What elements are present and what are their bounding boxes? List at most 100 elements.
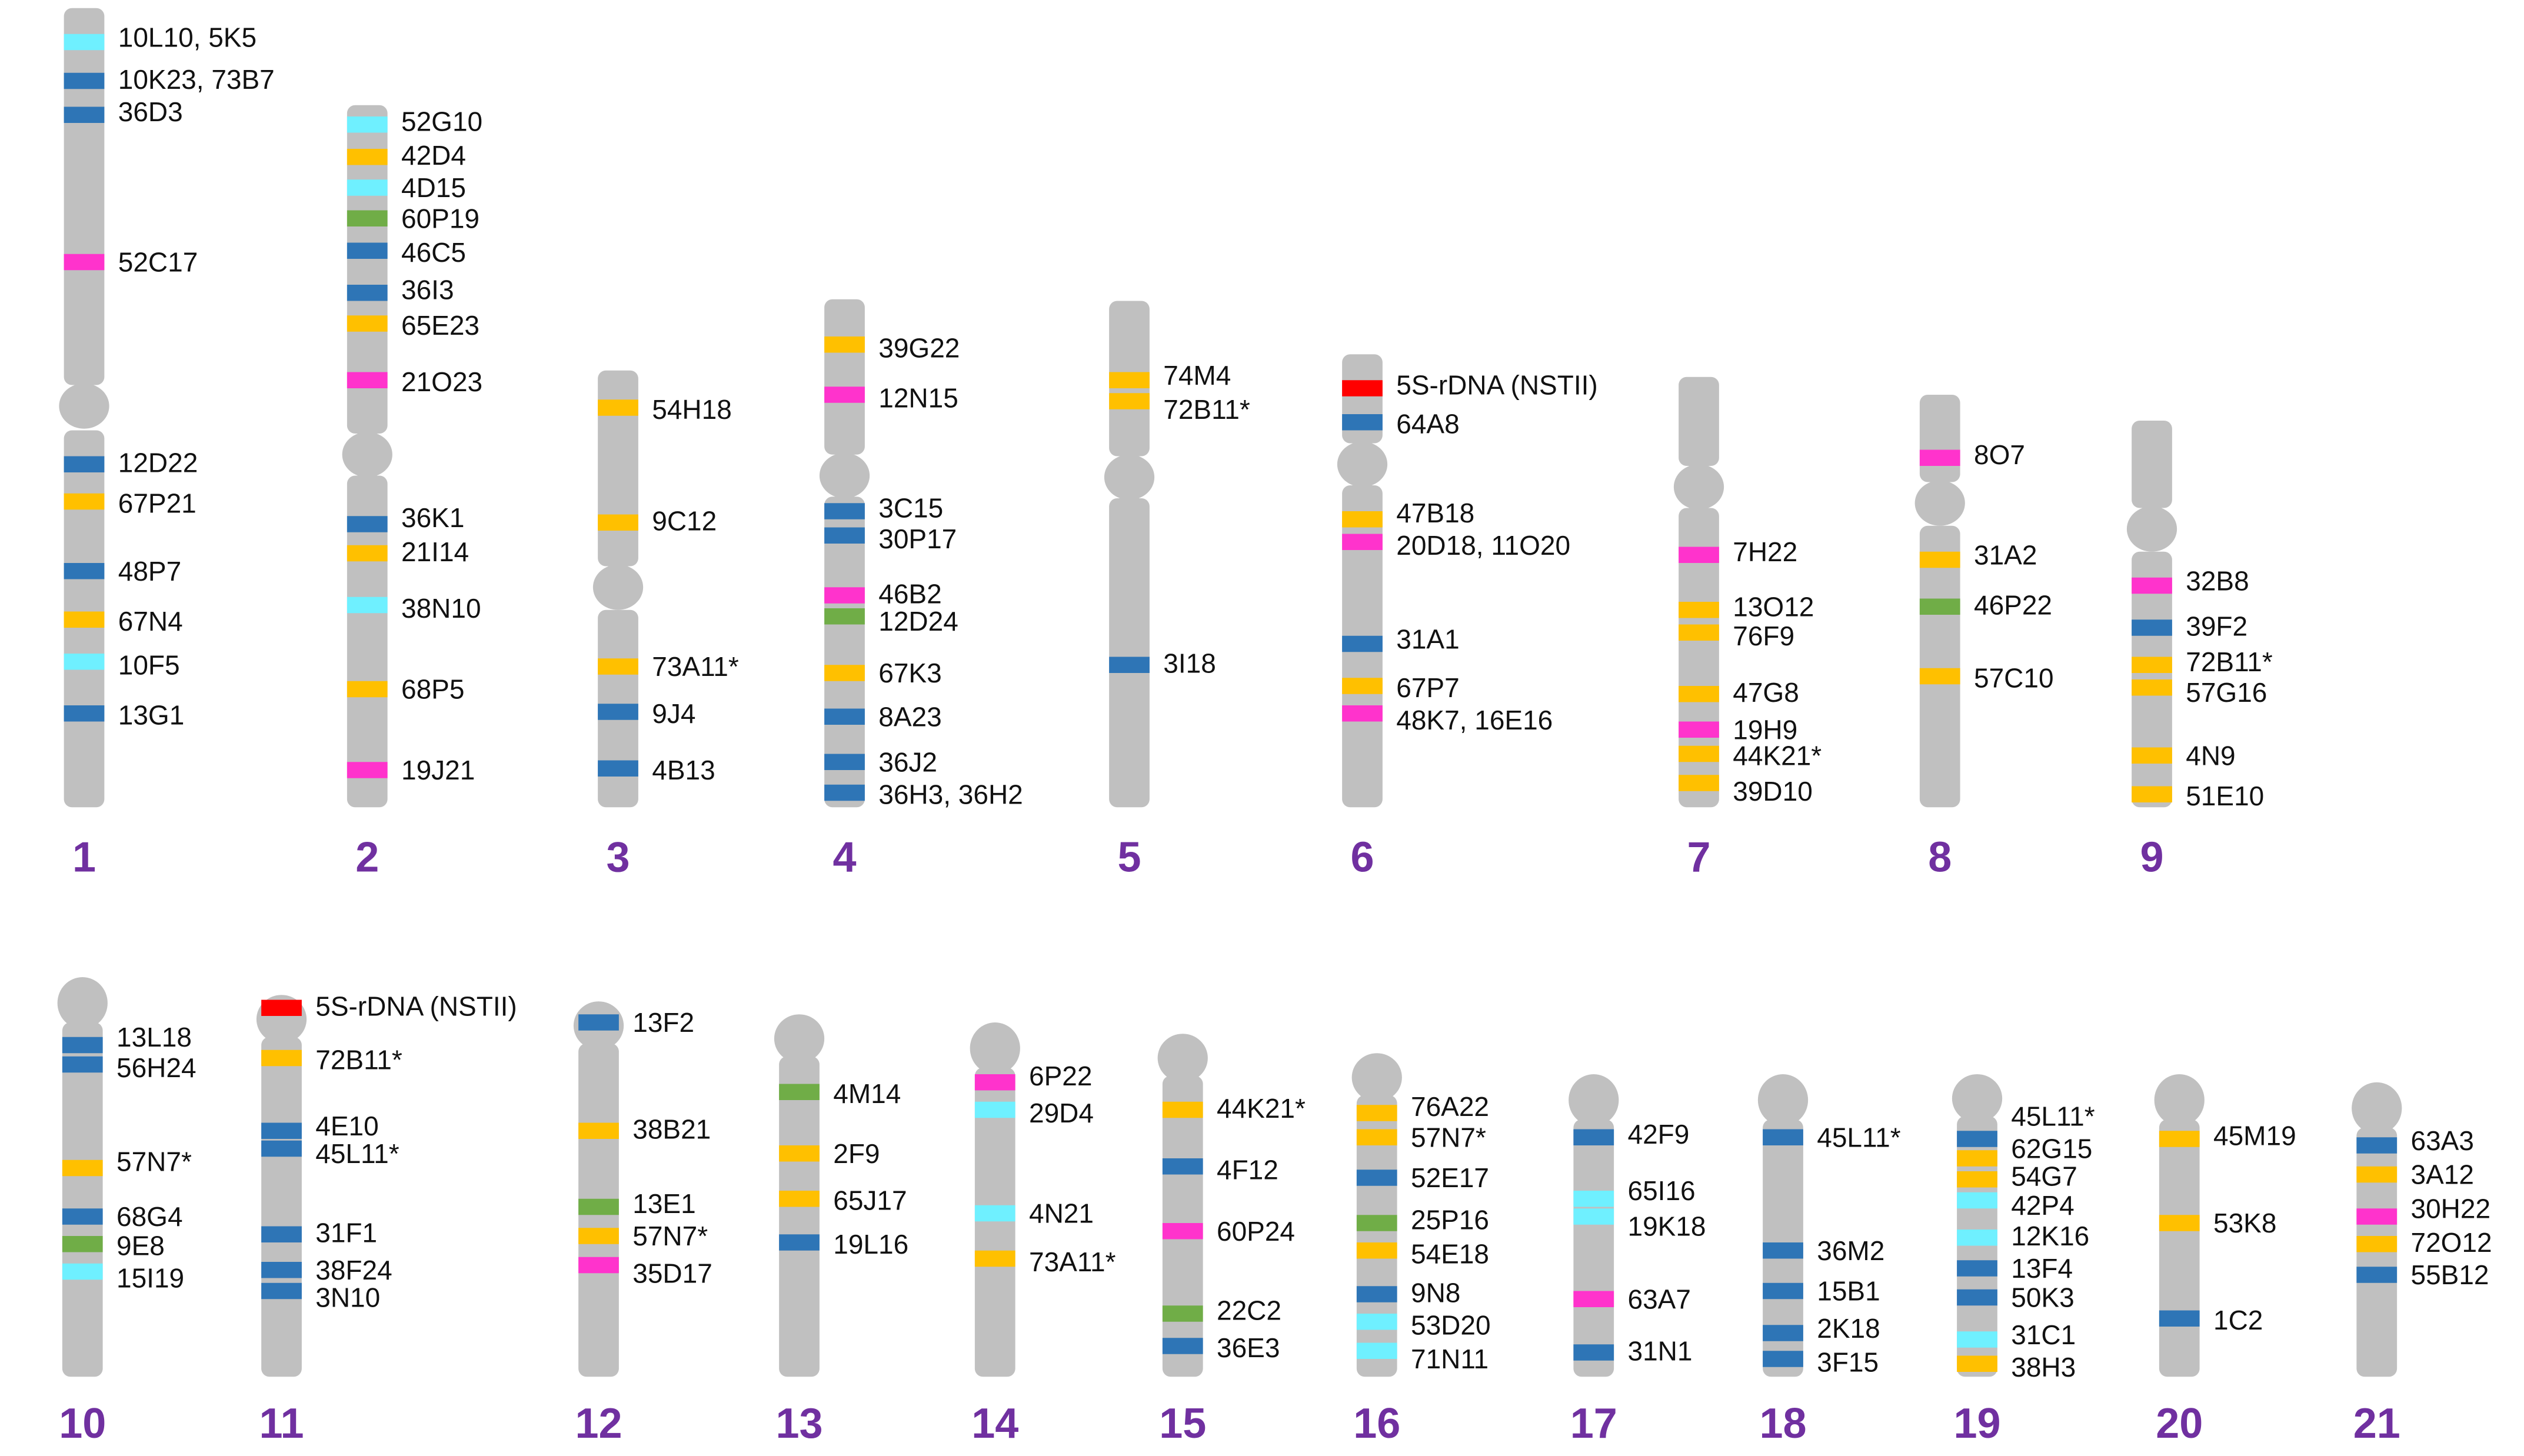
probe-label: 51E10 bbox=[2186, 781, 2264, 811]
probe-label: 76A22 bbox=[1411, 1091, 1489, 1122]
chromosome-5-centromere bbox=[1104, 454, 1155, 500]
probe-band bbox=[1679, 721, 1719, 738]
probe-label: 1C2 bbox=[2213, 1305, 2263, 1335]
chromosome-17-arm bbox=[1573, 1120, 1614, 1377]
probe-band bbox=[64, 563, 105, 579]
probe-label: 54H18 bbox=[652, 394, 732, 425]
probe-band bbox=[578, 1198, 619, 1215]
probe-label: 15B1 bbox=[1817, 1276, 1880, 1307]
probe-band bbox=[62, 1208, 103, 1225]
probe-band bbox=[1356, 1170, 1397, 1186]
chromosome-20: 45M19 53K8 1C2 20 bbox=[2154, 1074, 2296, 1447]
probe-band bbox=[261, 999, 302, 1016]
probe-label: 19L16 bbox=[833, 1229, 908, 1260]
probe-label: 4N9 bbox=[2186, 740, 2235, 771]
probe-label: 19K18 bbox=[1628, 1211, 1706, 1242]
chromosome-number: 18 bbox=[1759, 1400, 1806, 1447]
probe-band bbox=[1679, 547, 1719, 563]
probe-label: 19H9 bbox=[1733, 714, 1797, 745]
probe-label: 46P22 bbox=[1974, 590, 2052, 621]
probe-band bbox=[1763, 1325, 1803, 1341]
chromosome-13: 4M14 2F9 65J17 19L16 13 bbox=[774, 1014, 908, 1447]
probe-label: 13O12 bbox=[1733, 591, 1814, 622]
chromosome-14: 6P22 29D4 4N21 73A11* 14 bbox=[970, 1022, 1116, 1447]
probe-band bbox=[1356, 1129, 1397, 1145]
probe-label: 39G22 bbox=[878, 332, 960, 363]
chromosome-number: 1 bbox=[72, 834, 96, 881]
chromosome-20-satellite bbox=[2154, 1074, 2205, 1126]
chromosome-2-centromere bbox=[342, 432, 392, 478]
probe-label: 65E23 bbox=[401, 310, 480, 341]
probe-band bbox=[1342, 705, 1383, 722]
probe-label: 68G4 bbox=[116, 1201, 183, 1232]
probe-band bbox=[824, 754, 865, 770]
probe-label: 9E8 bbox=[116, 1231, 165, 1261]
probe-label: 36H3, 36H2 bbox=[878, 779, 1023, 809]
probe-band bbox=[62, 1037, 103, 1054]
probe-band bbox=[64, 106, 105, 123]
probe-label: 73A11* bbox=[652, 651, 739, 682]
chromosome-5-arm bbox=[1109, 498, 1150, 808]
probe-band bbox=[2159, 1215, 2200, 1231]
probe-label: 4N21 bbox=[1029, 1198, 1094, 1229]
probe-band bbox=[2159, 1131, 2200, 1147]
probe-band bbox=[824, 784, 865, 801]
chromosome-13-satellite bbox=[774, 1014, 825, 1063]
probe-label: 36E3 bbox=[1217, 1332, 1280, 1363]
probe-band bbox=[2159, 1310, 2200, 1327]
probe-band bbox=[64, 654, 105, 670]
probe-band bbox=[64, 456, 105, 472]
probe-band bbox=[1573, 1191, 1614, 1207]
probe-band bbox=[1957, 1192, 1997, 1209]
probe-band bbox=[1763, 1242, 1803, 1259]
probe-band bbox=[1957, 1230, 1997, 1246]
probe-label: 71N11 bbox=[1411, 1344, 1489, 1374]
probe-band bbox=[779, 1234, 820, 1251]
probe-label: 67P21 bbox=[118, 488, 197, 518]
probe-band bbox=[347, 149, 388, 165]
probe-band bbox=[261, 1122, 302, 1139]
probe-label: 31A2 bbox=[1974, 539, 2037, 570]
probe-band bbox=[2132, 679, 2172, 696]
probe-label: 57N7* bbox=[116, 1147, 192, 1177]
probe-band bbox=[347, 597, 388, 614]
probe-label: 65I16 bbox=[1628, 1175, 1696, 1206]
probe-label: 57G16 bbox=[2186, 677, 2267, 708]
probe-band bbox=[2132, 619, 2172, 636]
probe-label: 45M19 bbox=[2213, 1121, 2296, 1151]
probe-label: 36K1 bbox=[401, 502, 464, 533]
probe-band bbox=[824, 608, 865, 625]
probe-label: 21O23 bbox=[401, 367, 482, 397]
probe-label: 63A3 bbox=[2411, 1125, 2474, 1156]
probe-label: 15I19 bbox=[116, 1263, 184, 1294]
probe-band bbox=[578, 1257, 619, 1274]
chromosome-9: 32B8 39F2 72B11*57G16 4N9 51E10 9 bbox=[2126, 421, 2273, 881]
probe-band bbox=[1162, 1305, 1203, 1322]
probe-label: 9J4 bbox=[652, 698, 695, 729]
probe-band bbox=[598, 658, 638, 675]
probe-label: 3A12 bbox=[2411, 1160, 2474, 1190]
probe-label: 31N1 bbox=[1628, 1335, 1693, 1366]
probe-band bbox=[578, 1122, 619, 1139]
probe-band bbox=[1109, 372, 1150, 388]
probe-label: 2F9 bbox=[833, 1138, 880, 1169]
probe-band bbox=[1573, 1291, 1614, 1307]
chromosome-19-satellite bbox=[1952, 1074, 2003, 1123]
chromosome-15: 44K21* 4F12 60P24 22C2 36E3 15 bbox=[1157, 1034, 1306, 1447]
probe-label: 67K3 bbox=[878, 658, 941, 688]
probe-label: 60P24 bbox=[1217, 1216, 1295, 1247]
probe-band bbox=[261, 1226, 302, 1242]
probe-label: 42P4 bbox=[2011, 1190, 2074, 1221]
probe-label: 30H22 bbox=[2411, 1193, 2491, 1224]
chromosome-17-satellite bbox=[1569, 1074, 1619, 1126]
probe-band bbox=[64, 254, 105, 271]
probe-band bbox=[578, 1014, 619, 1031]
chromosome-18-satellite bbox=[1757, 1074, 1809, 1126]
chromosome-8-centromere bbox=[1914, 480, 1965, 526]
probe-band bbox=[347, 762, 388, 778]
probe-band bbox=[1356, 1105, 1397, 1121]
probe-label: 12N15 bbox=[878, 383, 958, 414]
probe-band bbox=[1342, 414, 1383, 431]
probe-label: 67P7 bbox=[1396, 672, 1459, 703]
